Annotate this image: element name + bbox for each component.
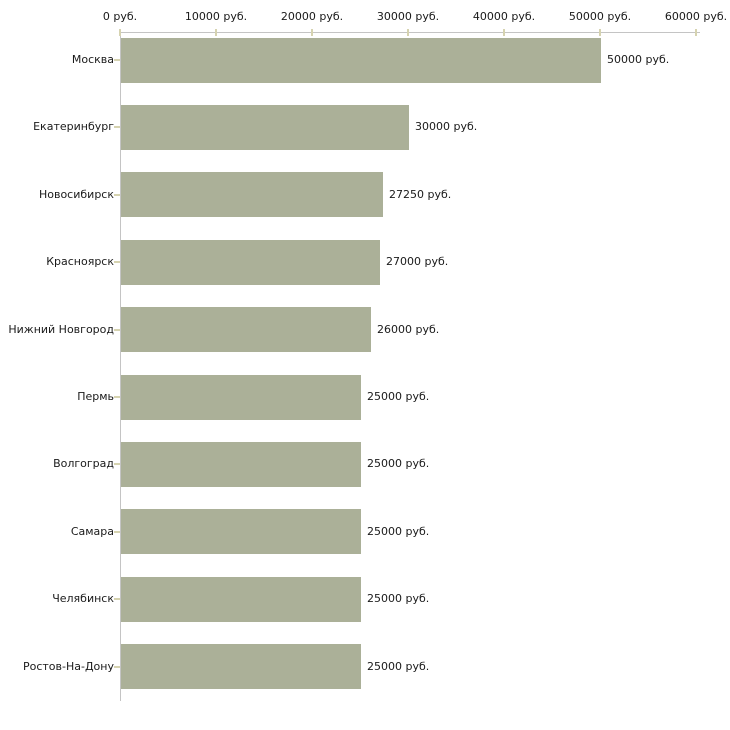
bar-value-label: 25000 руб. (367, 390, 430, 403)
x-axis-line (120, 32, 700, 33)
x-axis-tick-label: 10000 руб. (184, 10, 248, 23)
bar (121, 374, 361, 420)
bar (121, 576, 361, 622)
category-label: Москва (71, 53, 114, 66)
bar (121, 441, 361, 487)
bar-value-label: 25000 руб. (367, 457, 430, 471)
category-label: Нижний Новгород (8, 322, 114, 336)
category-tick (114, 598, 120, 601)
bar-value-label: 27250 руб. (389, 187, 452, 201)
category-tick (114, 396, 120, 398)
bar-value-label: 27000 руб. (386, 255, 449, 269)
category-tick (114, 59, 120, 61)
x-axis-tick-label: 50000 руб. (568, 10, 632, 23)
category-label: Самара (70, 524, 114, 538)
bar-value-label: 50000 руб. (607, 53, 670, 66)
bar-value-label: 25000 руб. (367, 592, 430, 606)
x-axis-tick (311, 29, 313, 36)
bar (121, 307, 371, 353)
category-tick (114, 530, 120, 533)
x-axis-tick (695, 29, 697, 36)
bar-value-label: 25000 руб. (367, 659, 430, 673)
category-tick (114, 193, 120, 196)
category-label: Челябинск (52, 592, 114, 606)
x-axis-tick (215, 29, 217, 36)
x-axis-tick-label: 0 руб. (102, 10, 138, 23)
bar (121, 104, 409, 150)
category-tick (114, 665, 120, 668)
category-label: Новосибирск (38, 187, 114, 201)
category-label: Екатеринбург (33, 120, 114, 134)
y-axis-line (120, 32, 121, 701)
x-axis-tick (407, 29, 409, 36)
category-tick (114, 328, 120, 331)
bar (121, 509, 361, 555)
category-label: Пермь (77, 390, 114, 403)
bar-value-label: 30000 руб. (415, 120, 478, 134)
x-axis-tick (119, 29, 121, 36)
category-label: Волгоград (53, 457, 114, 471)
x-axis-tick (599, 29, 601, 36)
x-axis-tick-label: 20000 руб. (280, 10, 344, 23)
bar (121, 644, 361, 690)
category-label: Красноярск (46, 255, 114, 269)
bar (121, 37, 601, 83)
x-axis-tick-label: 30000 руб. (376, 10, 440, 23)
x-axis-tick-label: 40000 руб. (472, 10, 536, 23)
category-label: Ростов-На-Дону (22, 659, 114, 673)
bar-value-label: 26000 руб. (377, 322, 440, 336)
category-tick (114, 126, 120, 129)
category-tick (114, 261, 120, 264)
x-axis-tick (503, 29, 505, 36)
bar (121, 239, 380, 285)
bar-value-label: 25000 руб. (367, 524, 430, 538)
category-tick (114, 463, 120, 466)
x-axis-tick-label: 60000 руб. (664, 10, 728, 23)
bar (121, 172, 383, 218)
